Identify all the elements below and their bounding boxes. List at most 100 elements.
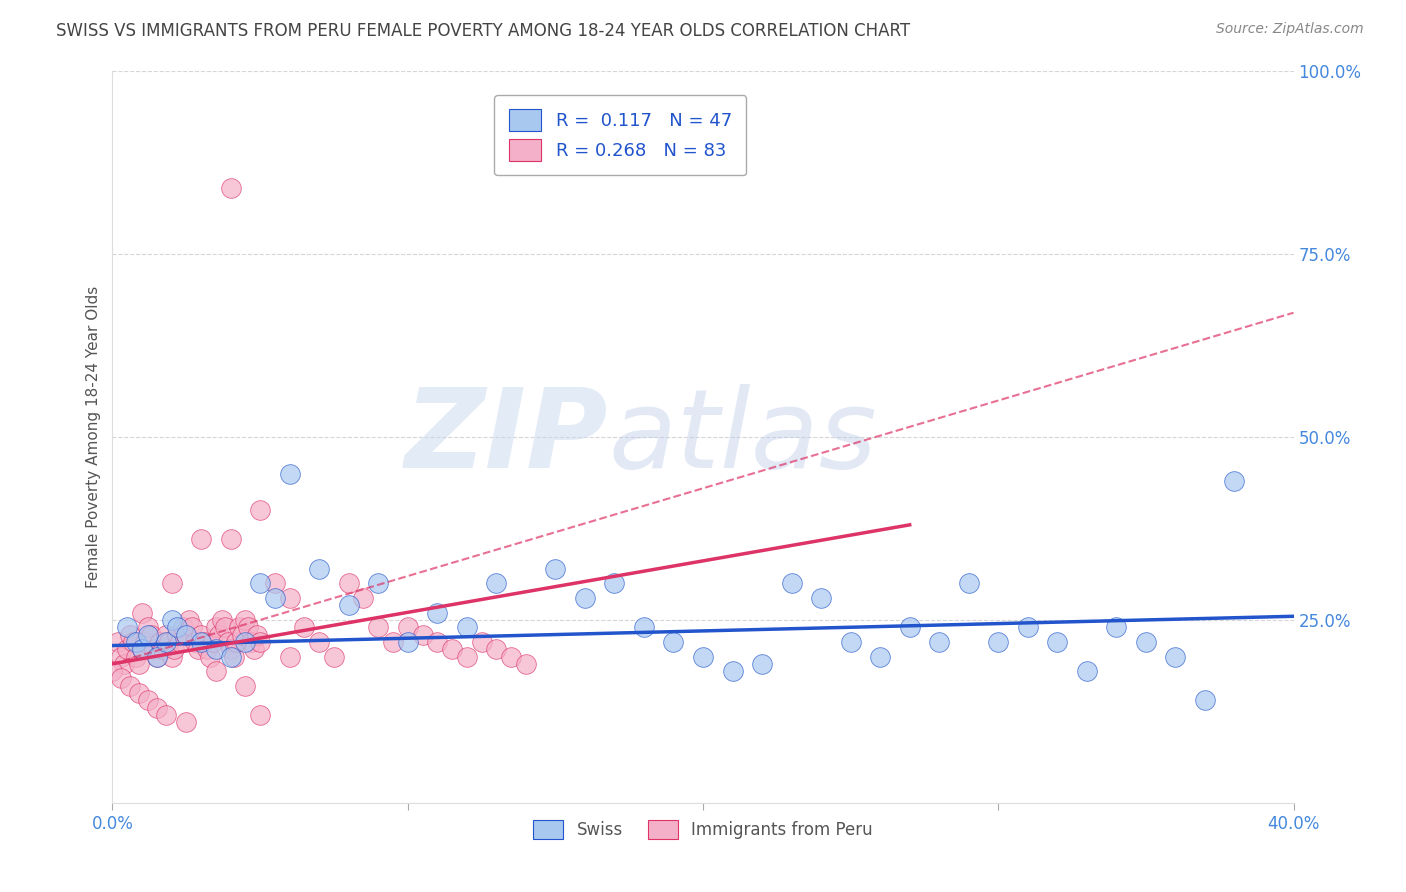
Point: [134, 635, 156, 649]
Point: [152, 642, 174, 657]
Point: [869, 649, 891, 664]
Point: [225, 635, 247, 649]
Point: [136, 693, 159, 707]
Point: [117, 620, 138, 634]
Point: [308, 562, 330, 576]
Point: [160, 649, 183, 664]
Point: [692, 649, 714, 664]
Point: [501, 649, 523, 664]
Point: [243, 642, 266, 657]
Point: [211, 613, 233, 627]
Point: [249, 635, 271, 649]
Point: [231, 627, 253, 641]
Point: [201, 635, 224, 649]
Point: [352, 591, 374, 605]
Point: [544, 562, 567, 576]
Point: [107, 635, 129, 649]
Point: [205, 620, 228, 634]
Point: [157, 635, 180, 649]
Point: [174, 627, 197, 641]
Point: [396, 635, 419, 649]
Point: [233, 635, 256, 649]
Point: [898, 620, 921, 634]
Point: [146, 649, 169, 664]
Point: [222, 649, 245, 664]
Point: [184, 635, 207, 649]
Point: [233, 613, 256, 627]
Point: [1017, 620, 1039, 634]
Point: [198, 649, 221, 664]
Point: [219, 533, 242, 547]
Point: [1046, 635, 1069, 649]
Point: [125, 649, 148, 664]
Point: [142, 642, 165, 657]
Point: [136, 620, 159, 634]
Point: [149, 635, 172, 649]
Point: [426, 635, 449, 649]
Point: [139, 627, 162, 641]
Point: [264, 576, 287, 591]
Text: atlas: atlas: [609, 384, 877, 491]
Point: [219, 642, 242, 657]
Point: [780, 576, 803, 591]
Legend: Swiss, Immigrants from Peru: Swiss, Immigrants from Peru: [527, 814, 879, 846]
Point: [166, 620, 188, 634]
Point: [214, 620, 236, 634]
Point: [146, 700, 169, 714]
Point: [278, 591, 301, 605]
Point: [1223, 474, 1246, 488]
Point: [131, 606, 153, 620]
Point: [426, 606, 449, 620]
Point: [278, 467, 301, 481]
Point: [1135, 635, 1157, 649]
Point: [195, 642, 218, 657]
Point: [172, 620, 194, 634]
Point: [131, 642, 153, 657]
Point: [957, 576, 980, 591]
Point: [337, 599, 360, 613]
Point: [1164, 649, 1187, 664]
Text: ZIP: ZIP: [405, 384, 609, 491]
Point: [190, 533, 212, 547]
Point: [839, 635, 862, 649]
Point: [187, 642, 209, 657]
Point: [160, 576, 183, 591]
Point: [233, 679, 256, 693]
Point: [662, 635, 685, 649]
Point: [633, 620, 655, 634]
Point: [382, 635, 405, 649]
Point: [337, 576, 360, 591]
Point: [120, 679, 142, 693]
Point: [110, 649, 132, 664]
Point: [470, 635, 494, 649]
Point: [205, 642, 228, 657]
Point: [219, 181, 242, 195]
Y-axis label: Female Poverty Among 18-24 Year Olds: Female Poverty Among 18-24 Year Olds: [86, 286, 101, 588]
Point: [264, 591, 287, 605]
Point: [308, 635, 330, 649]
Point: [128, 657, 150, 671]
Point: [249, 576, 271, 591]
Point: [721, 664, 744, 678]
Point: [146, 649, 169, 664]
Point: [367, 620, 389, 634]
Point: [987, 635, 1010, 649]
Point: [155, 708, 177, 723]
Point: [246, 627, 269, 641]
Point: [128, 686, 150, 700]
Point: [122, 635, 145, 649]
Point: [574, 591, 596, 605]
Point: [181, 620, 204, 634]
Point: [155, 635, 177, 649]
Point: [112, 657, 135, 671]
Point: [1076, 664, 1098, 678]
Point: [110, 672, 132, 686]
Point: [367, 576, 389, 591]
Point: [396, 620, 419, 634]
Point: [117, 642, 138, 657]
Point: [190, 635, 212, 649]
Point: [190, 627, 212, 641]
Point: [928, 635, 950, 649]
Point: [249, 708, 271, 723]
Point: [238, 620, 260, 634]
